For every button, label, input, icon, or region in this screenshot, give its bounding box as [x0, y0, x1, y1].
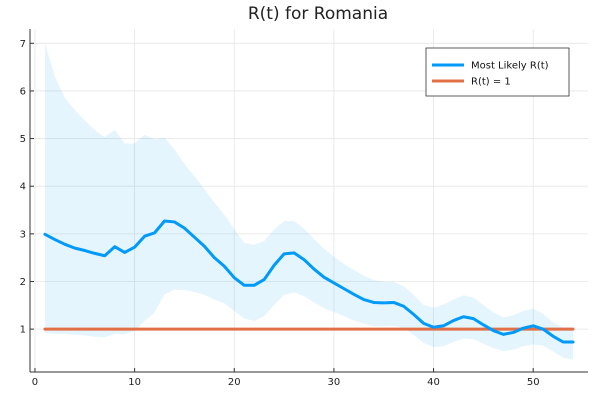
x-tick-label: 10: [128, 377, 141, 388]
series-line-most-likely: [43, 219, 575, 344]
y-tick-label: 2: [20, 277, 26, 288]
y-tick-label: 6: [20, 86, 26, 97]
legend-label: R(t) = 1: [471, 77, 511, 88]
y-tick-label: 5: [20, 134, 26, 145]
legend-box: [425, 47, 570, 97]
x-tick-label: 20: [228, 377, 241, 388]
x-tick-label: 50: [527, 377, 540, 388]
tick-labels: 0 10 20 30 40 50 1 2 3 4 5 6 7: [20, 39, 540, 388]
chart-title: R(t) for Romania: [248, 4, 388, 24]
x-tick-label: 40: [427, 377, 440, 388]
x-tick-label: 30: [328, 377, 341, 388]
y-tick-label: 4: [20, 182, 26, 193]
confidence-band-area: [44, 43, 574, 360]
legend-label: Most Likely R(t): [471, 61, 549, 72]
series-lines: [43, 219, 575, 344]
legend: Most Likely R(t) R(t) = 1: [425, 47, 570, 97]
axes: [29, 29, 588, 373]
confidence-band: [44, 43, 574, 360]
x-tick-label: 0: [32, 377, 38, 388]
y-tick-label: 3: [20, 229, 26, 240]
y-tick-label: 7: [20, 39, 26, 50]
y-tick-label: 1: [20, 325, 26, 336]
